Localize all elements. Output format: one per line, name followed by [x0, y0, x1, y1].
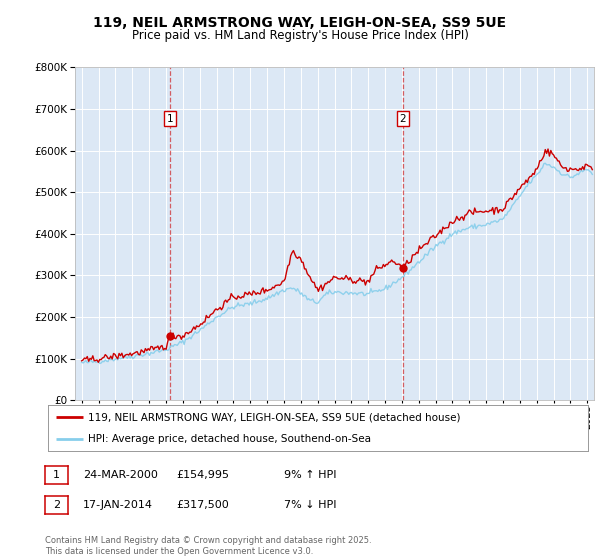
- Text: 119, NEIL ARMSTRONG WAY, LEIGH-ON-SEA, SS9 5UE: 119, NEIL ARMSTRONG WAY, LEIGH-ON-SEA, S…: [94, 16, 506, 30]
- Text: £317,500: £317,500: [176, 500, 229, 510]
- Text: 7% ↓ HPI: 7% ↓ HPI: [284, 500, 337, 510]
- Text: Contains HM Land Registry data © Crown copyright and database right 2025.
This d: Contains HM Land Registry data © Crown c…: [45, 536, 371, 556]
- Text: 1: 1: [167, 114, 173, 124]
- Text: HPI: Average price, detached house, Southend-on-Sea: HPI: Average price, detached house, Sout…: [89, 435, 371, 444]
- Text: 119, NEIL ARMSTRONG WAY, LEIGH-ON-SEA, SS9 5UE (detached house): 119, NEIL ARMSTRONG WAY, LEIGH-ON-SEA, S…: [89, 412, 461, 422]
- Text: 9% ↑ HPI: 9% ↑ HPI: [284, 470, 337, 480]
- Text: £154,995: £154,995: [176, 470, 229, 480]
- Text: 24-MAR-2000: 24-MAR-2000: [83, 470, 158, 480]
- Text: 1: 1: [53, 470, 60, 480]
- Text: 2: 2: [400, 114, 406, 124]
- Text: 2: 2: [53, 500, 60, 510]
- Text: Price paid vs. HM Land Registry's House Price Index (HPI): Price paid vs. HM Land Registry's House …: [131, 29, 469, 42]
- Text: 17-JAN-2014: 17-JAN-2014: [83, 500, 153, 510]
